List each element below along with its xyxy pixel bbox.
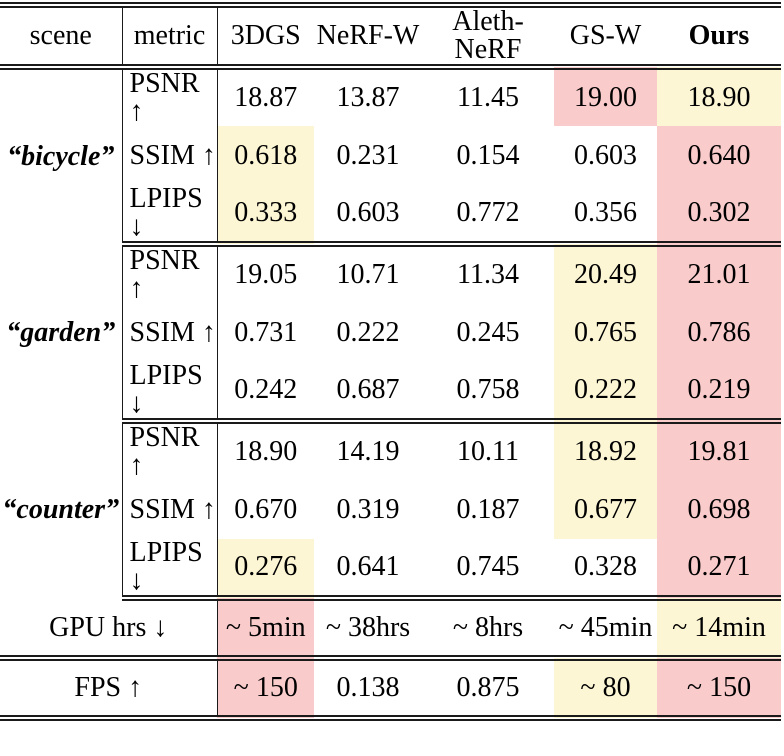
metric-label: LPIPS ↓ (122, 185, 218, 247)
metric-label: PSNR ↑ (122, 67, 218, 126)
value-cell: 0.687 (314, 362, 422, 424)
table-row: SSIM ↑ 0.731 0.222 0.245 0.765 0.786 (0, 303, 781, 362)
value-cell: 0.698 (657, 480, 781, 539)
value-cell: 18.90 (657, 67, 781, 126)
value-cell: 0.328 (554, 539, 657, 601)
table-row: “counter” PSNR ↑ 18.90 14.19 10.11 18.92… (0, 421, 781, 598)
value-cell: ~ 150 (657, 658, 781, 718)
value-cell: 0.786 (657, 303, 781, 362)
value-cell: 0.765 (554, 303, 657, 362)
metric-label: SSIM ↑ (122, 126, 218, 185)
metric-label: PSNR ↑ (122, 421, 218, 480)
value-cell: 0.245 (456, 316, 520, 348)
value-cell: 0.772 (422, 185, 554, 247)
header-method-3dgs: 3DGS (217, 5, 314, 70)
scene-label-garden: “garden” (0, 244, 123, 421)
value-cell: 21.01 (657, 244, 781, 303)
value-cell: 0.302 (657, 185, 781, 247)
value-cell: 14.19 (336, 436, 400, 467)
section-counter: “counter” PSNR ↑ 18.90 14.19 10.11 18.92… (0, 421, 781, 601)
value-cell: 0.356 (554, 185, 657, 247)
value-cell: ~ 150 (217, 658, 314, 718)
value-cell: 0.875 (456, 672, 520, 703)
metric-label: LPIPS ↓ (122, 362, 218, 424)
footer-label-gpu-hrs: GPU hrs ↓ (0, 598, 218, 661)
table-row: LPIPS ↓ 0.242 0.687 0.758 0.222 0.219 (0, 362, 781, 424)
header-method-nerfw: NeRF-W (314, 5, 422, 70)
table-row: SSIM ↑ 0.618 0.231 0.154 0.603 0.640 (0, 126, 781, 185)
scene-label-counter: “counter” (0, 421, 123, 598)
value-cell: 11.45 (457, 82, 519, 113)
header-method-gsw: GS-W (554, 5, 657, 70)
value-cell: 0.154 (456, 139, 520, 171)
value-cell: 0.231 (336, 139, 400, 171)
value-cell: 18.92 (554, 421, 657, 480)
value-cell: 19.81 (657, 421, 781, 480)
value-cell: 18.90 (234, 436, 298, 467)
value-cell: 18.87 (234, 82, 298, 113)
table-row: LPIPS ↓ 0.276 0.641 0.745 0.328 0.271 (0, 539, 781, 601)
value-cell: 0.670 (234, 493, 298, 525)
value-cell: 0.618 (217, 126, 314, 185)
value-cell: ~ 5min (217, 598, 314, 661)
comparison-table: scene metric 3DGS NeRF-W Aleth-NeRF GS-W… (0, 2, 781, 721)
value-cell: 0.333 (217, 185, 314, 247)
table-row: “garden” PSNR ↑ 19.05 10.71 11.34 20.49 … (0, 244, 781, 421)
value-cell: 0.138 (336, 672, 400, 703)
value-cell: 0.641 (314, 539, 422, 601)
value-cell: 0.276 (217, 539, 314, 601)
table-row: SSIM ↑ 0.670 0.319 0.187 0.677 0.698 (0, 480, 781, 539)
footer-rows: GPU hrs ↓ ~ 5min ~ 38hrs ~ 8hrs ~ 45min … (0, 598, 781, 718)
value-cell: 19.05 (234, 259, 298, 290)
value-cell: ~ 14min (657, 598, 781, 661)
metric-label: PSNR ↑ (122, 244, 218, 303)
value-cell: 0.319 (336, 493, 400, 525)
value-cell: ~ 38hrs (314, 598, 422, 661)
value-cell: ~ 80 (554, 658, 657, 718)
value-cell: 19.00 (554, 67, 657, 126)
header-metric: metric (122, 5, 218, 70)
value-cell: 0.745 (422, 539, 554, 601)
value-cell: ~ 8hrs (422, 598, 554, 661)
header-row: scene metric 3DGS NeRF-W Aleth-NeRF GS-W… (0, 5, 781, 70)
fps-row: FPS ↑ ~ 150 0.138 0.875 ~ 80 ~ 150 (0, 658, 781, 718)
value-cell: 0.187 (456, 493, 520, 525)
metric-label: SSIM ↑ (122, 480, 218, 539)
value-cell: 0.731 (234, 316, 298, 348)
value-cell: 0.603 (314, 185, 422, 247)
value-cell: 0.222 (554, 362, 657, 424)
value-cell: 0.271 (657, 539, 781, 601)
header-scene: scene (0, 5, 123, 70)
section-bicycle: “bicycle” PSNR ↑ 18.87 13.87 11.45 19.00… (0, 67, 781, 247)
value-cell: ~ 45min (554, 598, 657, 661)
metric-label: LPIPS ↓ (122, 539, 218, 601)
value-cell: 0.758 (422, 362, 554, 424)
section-garden: “garden” PSNR ↑ 19.05 10.71 11.34 20.49 … (0, 244, 781, 424)
value-cell: 10.11 (457, 436, 519, 467)
table-row: LPIPS ↓ 0.333 0.603 0.772 0.356 0.302 (0, 185, 781, 247)
scene-label-bicycle: “bicycle” (0, 67, 123, 244)
value-cell: 0.640 (657, 126, 781, 185)
value-cell: 20.49 (554, 244, 657, 303)
header-method-ours: Ours (657, 5, 781, 70)
value-cell: 0.242 (217, 362, 314, 424)
value-cell: 0.603 (574, 139, 637, 171)
value-cell: 10.71 (336, 259, 400, 290)
header-method-alethnerf: Aleth-NeRF (422, 5, 554, 70)
value-cell: 0.222 (336, 316, 400, 348)
value-cell: 0.677 (554, 480, 657, 539)
gpu-hours-row: GPU hrs ↓ ~ 5min ~ 38hrs ~ 8hrs ~ 45min … (0, 598, 781, 661)
table-row: “bicycle” PSNR ↑ 18.87 13.87 11.45 19.00… (0, 67, 781, 244)
value-cell: 0.219 (657, 362, 781, 424)
metric-label: SSIM ↑ (122, 303, 218, 362)
value-cell: 13.87 (336, 82, 400, 113)
value-cell: 11.34 (457, 259, 519, 290)
footer-label-fps: FPS ↑ (0, 658, 218, 718)
